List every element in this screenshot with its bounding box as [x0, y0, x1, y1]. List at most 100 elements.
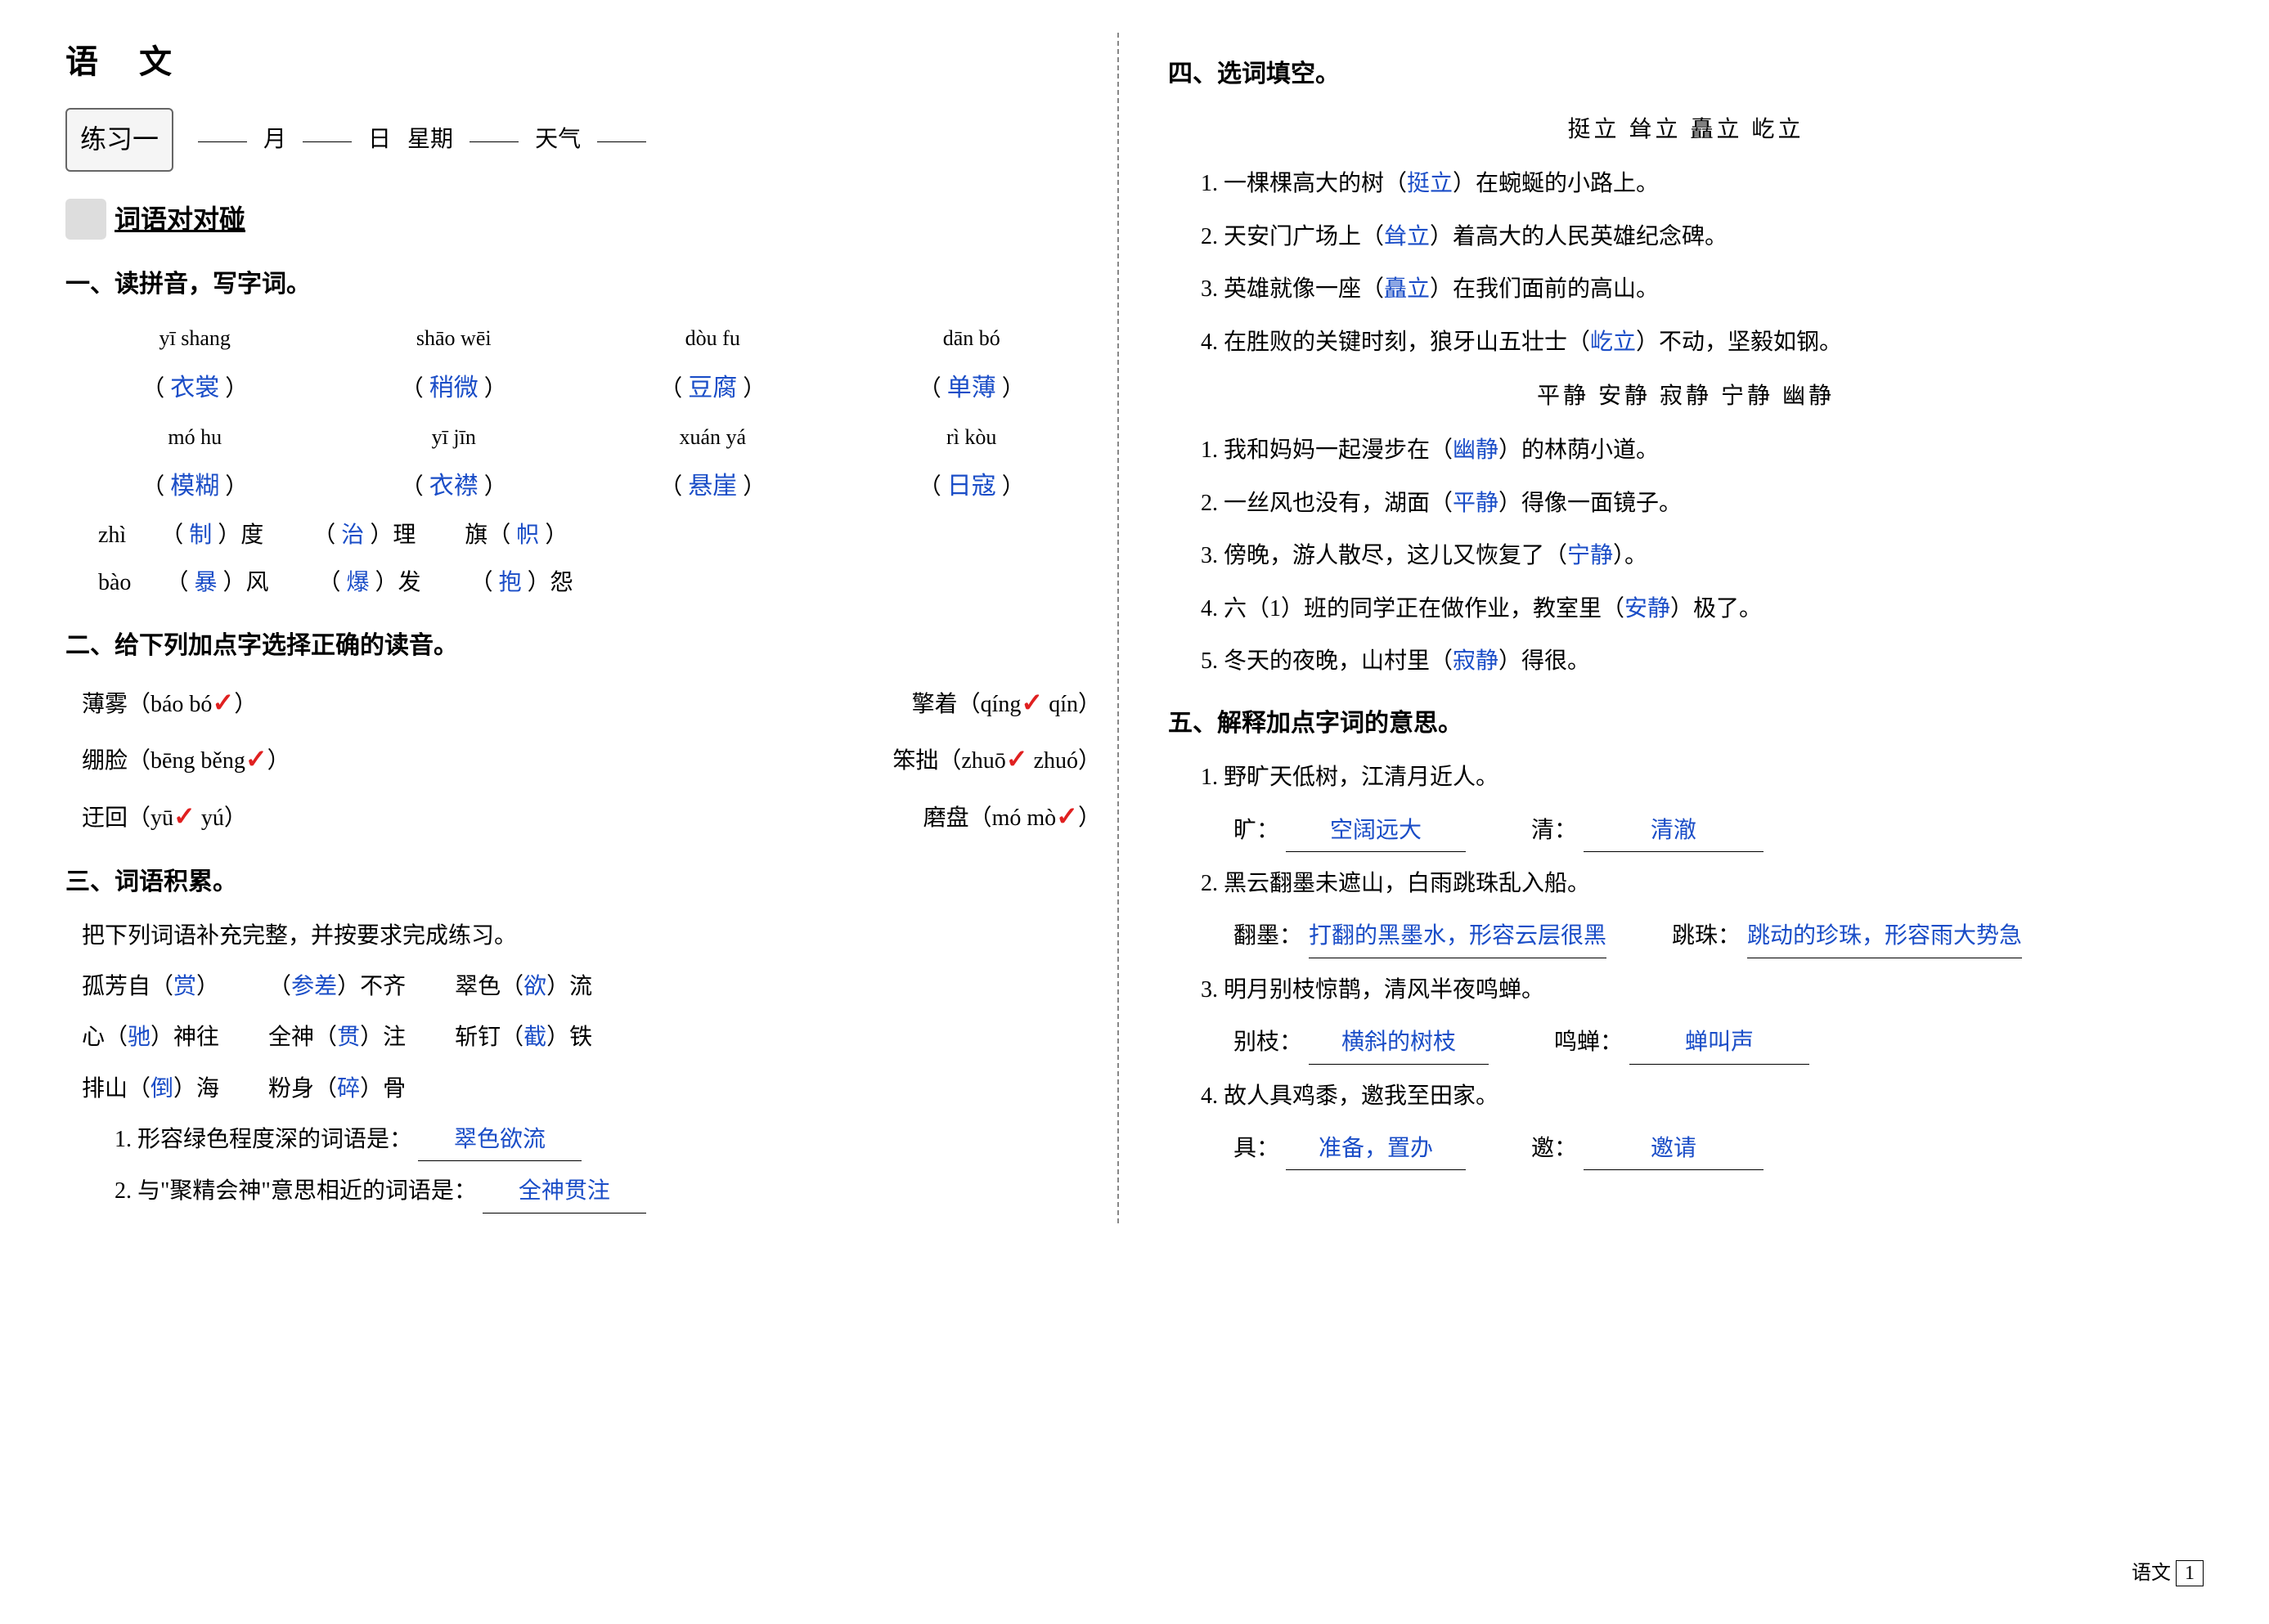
sec3-line: 心（驰）神往 全神（贯）注 斩钉（截）铁 [65, 1017, 1101, 1058]
prefix: 旗 [465, 523, 487, 548]
idiom-item: 心（驰）神往 [82, 1017, 219, 1058]
idiom-item: 全神（贯）注 [268, 1017, 406, 1058]
sec2-title: 二、给下列加点字选择正确的读音。 [65, 624, 1101, 668]
pinyin: dān bó [943, 326, 1000, 350]
footer-subject: 语文 [2132, 1563, 2171, 1584]
wordbank1: 挺立 耸立 矗立 屹立 [1168, 110, 2204, 150]
fill-item: 3. 傍晚，游人散尽，这儿又恢复了（宁静）。 [1168, 536, 2204, 576]
pinyin: xuán yá [679, 425, 746, 449]
explain-item: 2. 黑云翻墨未遮山，白雨跳珠乱入船。翻墨：打翻的黑墨水，形容云层很黑 跳珠：跳动… [1168, 864, 2204, 958]
day-blank[interactable] [303, 119, 352, 142]
pinyin: bào [98, 570, 131, 595]
right-column: 四、选词填空。 挺立 耸立 矗立 屹立 1. 一棵棵高大的树（挺立）在蜿蜒的小路… [1152, 33, 2220, 1223]
answer: 爆 [347, 570, 370, 595]
answer: 稍微 [429, 375, 479, 402]
fill-item: 3. 英雄就像一座（矗立）在我们面前的高山。 [1168, 269, 2204, 310]
explain-item: 4. 故人具鸡黍，邀我至田家。具：准备，置办 邀：邀请 [1168, 1076, 2204, 1171]
idiom-item: （参差）不齐 [268, 967, 406, 1007]
explain-field: 别枝：横斜的树枝 [1233, 1022, 1489, 1064]
practice-label: 练习一 [65, 108, 173, 172]
pinyin: rì kòu [946, 425, 996, 449]
sec1-row4: bào （ 暴 ）风 （ 爆 ）发 （ 抱 ）怨 [65, 563, 1101, 603]
footer-page: 1 [2176, 1560, 2204, 1586]
fill-item: 5. 冬天的夜晚，山村里（寂静）得很。 [1168, 641, 2204, 682]
answer: 暴 [194, 570, 217, 595]
explain-item: 3. 明月别枝惊鹊，清风半夜鸣蝉。别枝：横斜的树枝 鸣蝉：蝉叫声 [1168, 970, 2204, 1065]
explain-line: 翻墨：打翻的黑墨水，形容云层很黑 跳珠：跳动的珍珠，形容雨大势急 [1168, 916, 2204, 958]
suffix: 发 [398, 570, 421, 595]
fill-item: 4. 在胜败的关键时刻，狼牙山五壮士（屹立）不动，坚毅如钢。 [1168, 322, 2204, 363]
pinyin: mó hu [168, 425, 222, 449]
answer: 豆腐 [688, 375, 737, 402]
explain-line: 别枝：横斜的树枝 鸣蝉：蝉叫声 [1168, 1022, 2204, 1064]
q2-answer: 全神贯注 [483, 1171, 646, 1213]
sec4-title: 四、选词填空。 [1168, 52, 2204, 96]
sec1-row1-words: （ 衣裳 ） （ 稍微 ） （ 豆腐 ） （ 单薄 ） [65, 366, 1101, 410]
sec3-line: 孤芳自（赏） （参差）不齐 翠色（欲）流 [65, 967, 1101, 1007]
weather-label: 天气 [535, 119, 581, 160]
poem-line: 4. 故人具鸡黍，邀我至田家。 [1168, 1076, 2204, 1117]
page-footer: 语文 1 [2132, 1556, 2204, 1591]
idiom-item: 斩钉（截）铁 [455, 1017, 592, 1058]
explain-field: 鸣蝉：蝉叫声 [1554, 1022, 1809, 1064]
section-icon-label: 词语对对碰 [115, 196, 245, 244]
weekday-blank[interactable] [470, 119, 519, 142]
suffix: 怨 [550, 570, 573, 595]
suffix: 度 [240, 523, 263, 548]
sec3-lines: 孤芳自（赏） （参差）不齐 翠色（欲）流心（驰）神往 全神（贯）注 斩钉（截）铁排山（倒… [65, 967, 1101, 1110]
q2-label: 2. 与"聚精会神"意思相近的词语是： [115, 1178, 477, 1204]
idiom-item: 翠色（欲）流 [455, 967, 592, 1007]
sec4-items1: 1. 一棵棵高大的树（挺立）在蜿蜒的小路上。2. 天安门广场上（耸立）着高大的人… [1168, 164, 2204, 363]
fill-item: 1. 一棵棵高大的树（挺立）在蜿蜒的小路上。 [1168, 164, 2204, 204]
q1-answer: 翠色欲流 [418, 1119, 582, 1161]
suffix: 理 [393, 523, 416, 548]
month-label: 月 [263, 119, 286, 160]
sec2-right: 笨拙（zhuō✓ zhuó） [892, 736, 1101, 783]
sec1-row1-pinyin: yī shang shāo wēi dòu fu dān bó [65, 318, 1101, 359]
answer: 模糊 [170, 473, 219, 500]
sec3-title: 三、词语积累。 [65, 860, 1101, 904]
sec2-row: 迂回（yū✓ yú）磨盘（mó mò✓） [65, 793, 1101, 841]
poem-line: 1. 野旷天低树，江清月近人。 [1168, 757, 2204, 798]
fill-item: 4. 六（1）班的同学正在做作业，教室里（安静）极了。 [1168, 589, 2204, 630]
explain-line: 具：准备，置办 邀：邀请 [1168, 1128, 2204, 1170]
pinyin: yī jīn [432, 425, 476, 449]
sec3-q2: 2. 与"聚精会神"意思相近的词语是： 全神贯注 [65, 1171, 1101, 1213]
explain-field: 清：清澈 [1531, 810, 1764, 852]
weather-blank[interactable] [597, 119, 646, 142]
practice-header: 练习一 月 日 星期 天气 [65, 108, 1101, 172]
explain-field: 翻墨：打翻的黑墨水，形容云层很黑 [1233, 916, 1606, 958]
pinyin: dòu fu [685, 326, 740, 350]
subject-title: 语 文 [65, 33, 1101, 92]
answer: 衣襟 [429, 473, 479, 500]
pinyin: yī shang [160, 326, 231, 350]
answer: 单薄 [947, 375, 996, 402]
explain-field: 具：准备，置办 [1233, 1128, 1466, 1170]
sec1-title: 一、读拼音，写字词。 [65, 262, 1101, 307]
idiom-item: 孤芳自（赏） [82, 967, 219, 1007]
explain-item: 1. 野旷天低树，江清月近人。旷：空阔远大 清：清澈 [1168, 757, 2204, 852]
sec5-title: 五、解释加点字词的意思。 [1168, 702, 2204, 746]
sec3-q1: 1. 形容绿色程度深的词语是： 翠色欲流 [65, 1119, 1101, 1161]
explain-field: 邀：邀请 [1531, 1128, 1764, 1170]
section-icon-title: 词语对对碰 [65, 196, 1101, 244]
poem-line: 2. 黑云翻墨未遮山，白雨跳珠乱入船。 [1168, 864, 2204, 904]
sec2-row: 薄雾（báo bó✓） 擎着（qíng✓ qín） [65, 680, 1101, 727]
sec3-line: 排山（倒）海粉身（碎）骨 [65, 1069, 1101, 1110]
sec2-left: 迂回（yū✓ yú） [82, 793, 247, 841]
pinyin: shāo wēi [416, 326, 492, 350]
explain-field: 跳珠：跳动的珍珠，形容雨大势急 [1672, 916, 2022, 958]
sec2-row: 绷脸（bēng běng✓）笨拙（zhuō✓ zhuó） [65, 736, 1101, 783]
answer: 制 [189, 523, 212, 548]
weekday-label: 星期 [407, 119, 453, 160]
fill-item: 1. 我和妈妈一起漫步在（幽静）的林荫小道。 [1168, 430, 2204, 471]
month-blank[interactable] [198, 119, 247, 142]
poem-line: 3. 明月别枝惊鹊，清风半夜鸣蝉。 [1168, 970, 2204, 1011]
sec2-left: 薄雾（báo bó✓） [82, 680, 257, 727]
answer: 抱 [499, 570, 522, 595]
date-fields: 月 日 星期 天气 [198, 119, 646, 160]
sec2-right: 擎着（qíng✓ qín） [912, 680, 1101, 727]
sec5-items: 1. 野旷天低树，江清月近人。旷：空阔远大 清：清澈 2. 黑云翻墨未遮山，白雨跳珠… [1168, 757, 2204, 1170]
sec1-row3: zhì （ 制 ）度 （ 治 ）理 旗（ 帜 ） [65, 515, 1101, 556]
explain-field: 旷：空阔远大 [1233, 810, 1466, 852]
